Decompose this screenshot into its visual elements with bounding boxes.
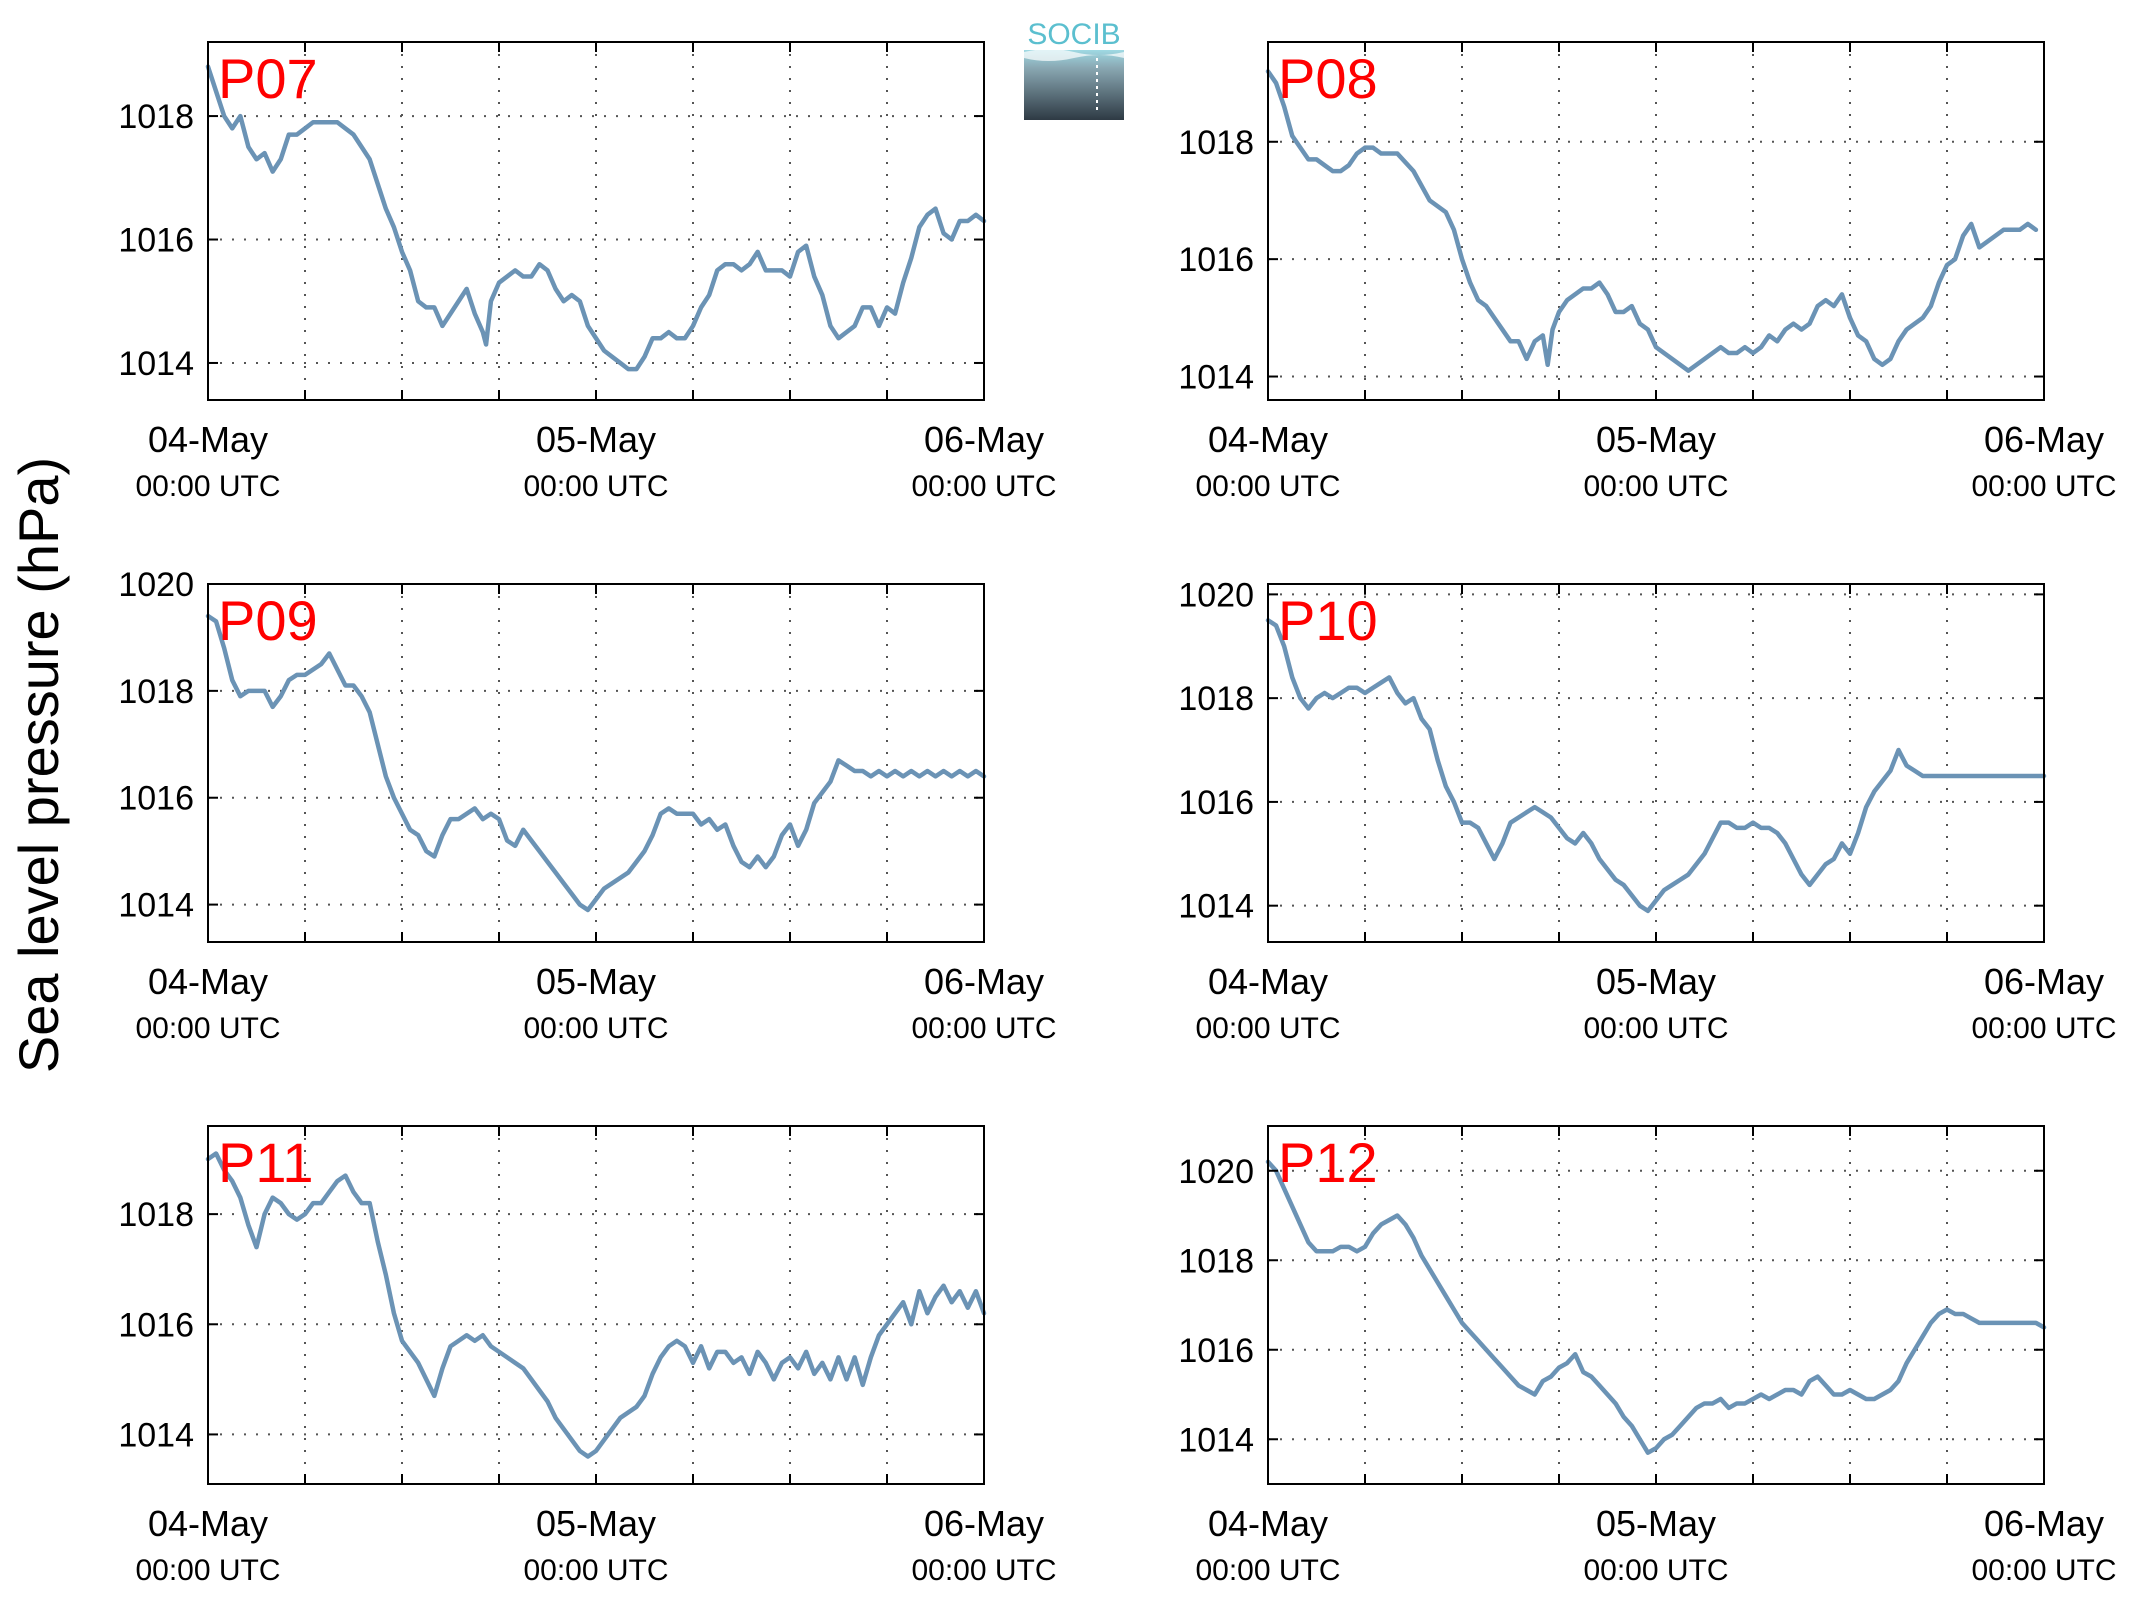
x-tick-label-date: 06-May — [924, 1503, 1044, 1544]
x-tick-label-time: 00:00 UTC — [523, 1012, 668, 1045]
x-tick-label-time: 00:00 UTC — [1583, 1012, 1728, 1045]
x-tick-label-time: 00:00 UTC — [135, 470, 280, 503]
x-tick-label-date: 05-May — [536, 1503, 656, 1544]
y-tick-label: 1020 — [118, 566, 194, 604]
series-line-p12 — [1265, 1159, 2047, 1455]
x-tick-label-date: 05-May — [1596, 1503, 1716, 1544]
x-tick-label-time: 00:00 UTC — [523, 470, 668, 503]
panel-label: P11 — [218, 1131, 313, 1194]
logo-panel — [1024, 50, 1124, 120]
y-tick-label: 1016 — [118, 1306, 194, 1344]
figure-ylabel: Sea level pressure (hPa) — [7, 457, 70, 1073]
panel-label: P09 — [218, 589, 318, 652]
axes-frame — [1267, 583, 2045, 943]
logo-wave — [1024, 49, 1124, 61]
x-tick-label-date: 06-May — [1984, 961, 2104, 1002]
y-tick-label: 1014 — [118, 1416, 194, 1454]
x-tick-label-time: 00:00 UTC — [135, 1012, 280, 1045]
y-tick-label: 1016 — [1178, 241, 1254, 279]
y-tick-label: 1014 — [1178, 888, 1254, 926]
y-tick-label: 1014 — [118, 345, 194, 383]
y-tick-label: 1020 — [1178, 576, 1254, 614]
x-tick-label-date: 04-May — [148, 419, 268, 460]
y-tick-label: 1018 — [1178, 1242, 1254, 1280]
panel-p09: 1014 1016 1018 1020 04-May 00:00 UTC 05-May 00:… — [118, 566, 1056, 1045]
x-tick-label-date: 04-May — [1208, 419, 1328, 460]
logo-text: SOCIB — [1027, 18, 1120, 51]
x-tick-label-time: 00:00 UTC — [1195, 1554, 1340, 1587]
x-tick-label-time: 00:00 UTC — [1195, 1012, 1340, 1045]
panel-label: P12 — [1278, 1131, 1378, 1194]
x-tick-label-time: 00:00 UTC — [1583, 470, 1728, 503]
x-tick-label-date: 06-May — [924, 419, 1044, 460]
y-tick-label: 1018 — [118, 673, 194, 711]
panel-label: P08 — [1278, 47, 1378, 110]
y-tick-label: 1020 — [1178, 1153, 1254, 1191]
axes-frame — [207, 1125, 985, 1485]
panel-p12: 1014 1016 1018 1020 04-May 00:00 UTC 05-May 00:… — [1178, 1125, 2117, 1587]
y-tick-label: 1016 — [1178, 784, 1254, 822]
panel-label: P07 — [218, 47, 318, 110]
y-tick-label: 1016 — [118, 780, 194, 818]
panel-label: P10 — [1278, 589, 1378, 652]
x-tick-label-time: 00:00 UTC — [135, 1554, 280, 1587]
axes-frame — [207, 41, 985, 401]
panel-p10: 1014 1016 1018 1020 04-May 00:00 UTC 05-May 00:… — [1178, 576, 2116, 1045]
y-tick-label: 1018 — [118, 98, 194, 136]
x-tick-label-date: 05-May — [536, 961, 656, 1002]
x-tick-label-date: 06-May — [1984, 1503, 2104, 1544]
x-tick-label-date: 05-May — [1596, 419, 1716, 460]
x-tick-label-time: 00:00 UTC — [1971, 470, 2116, 503]
series-line-p10 — [1265, 618, 2047, 914]
x-tick-label-time: 00:00 UTC — [911, 1012, 1056, 1045]
y-tick-label: 1016 — [1178, 1332, 1254, 1370]
y-tick-label: 1014 — [118, 887, 194, 925]
series-line-p09 — [205, 613, 987, 913]
x-tick-label-date: 05-May — [1596, 961, 1716, 1002]
y-tick-label: 1018 — [1178, 124, 1254, 162]
axes-frame — [207, 583, 985, 943]
x-tick-label-time: 00:00 UTC — [911, 1554, 1056, 1587]
x-tick-label-time: 00:00 UTC — [1195, 470, 1340, 503]
socib-logo: SOCIB — [1024, 18, 1124, 120]
panel-p08: 1014 1016 1018 04-May 00:00 UTC 05-May 00:00 U… — [1178, 41, 2117, 503]
y-tick-label: 1018 — [1178, 680, 1254, 718]
y-tick-label: 1014 — [1178, 359, 1254, 397]
x-tick-label-date: 06-May — [924, 961, 1044, 1002]
x-tick-label-date: 04-May — [148, 1503, 268, 1544]
x-tick-label-time: 00:00 UTC — [1583, 1554, 1728, 1587]
x-tick-label-date: 06-May — [1984, 419, 2104, 460]
series-line-p07 — [205, 64, 987, 372]
panels: 1014 1016 1018 04-May 00:00 UTC 05-May 00:00 U… — [118, 41, 2117, 1587]
panel-p07: 1014 1016 1018 04-May 00:00 UTC 05-May 00:00 U… — [118, 41, 1057, 503]
x-tick-label-date: 04-May — [148, 961, 268, 1002]
x-tick-label-date: 05-May — [536, 419, 656, 460]
x-tick-label-date: 04-May — [1208, 1503, 1328, 1544]
series-line-p11 — [205, 1151, 987, 1459]
y-tick-label: 1018 — [118, 1196, 194, 1234]
x-tick-label-time: 00:00 UTC — [523, 1554, 668, 1587]
y-tick-label: 1014 — [1178, 1421, 1254, 1459]
x-tick-label-time: 00:00 UTC — [1971, 1554, 2116, 1587]
panel-p11: 1014 1016 1018 04-May 00:00 UTC 05-May 00:00 U… — [118, 1125, 1057, 1587]
axes-frame — [1267, 1125, 2045, 1485]
y-tick-label: 1016 — [118, 222, 194, 260]
x-tick-label-date: 04-May — [1208, 961, 1328, 1002]
x-tick-label-time: 00:00 UTC — [1971, 1012, 2116, 1045]
series-line-p08 — [1265, 69, 2039, 373]
x-tick-label-time: 00:00 UTC — [911, 470, 1056, 503]
